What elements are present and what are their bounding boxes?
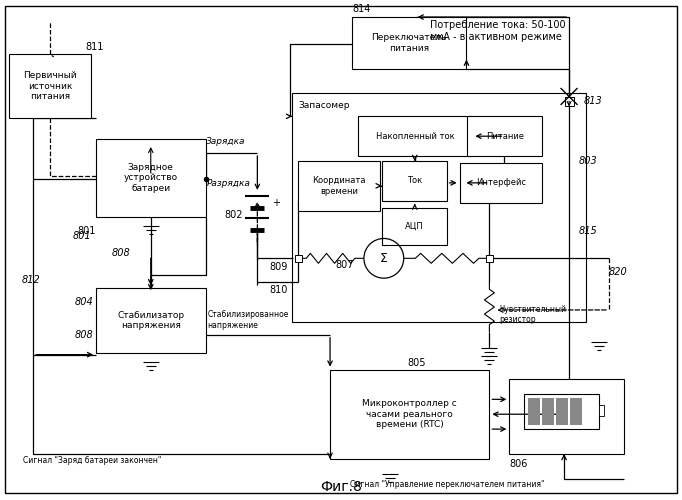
Text: Сигнал "Заряд батареи закончен": Сигнал "Заряд батареи закончен" <box>23 456 162 466</box>
Text: 807: 807 <box>335 260 353 270</box>
Text: Питание: Питание <box>486 132 524 140</box>
Bar <box>298 161 380 210</box>
Text: 805: 805 <box>408 358 426 368</box>
Text: 812: 812 <box>21 275 40 285</box>
Text: Чувствительный
резистор: Чувствительный резистор <box>499 305 566 324</box>
Text: Фиг.8: Фиг.8 <box>320 480 362 494</box>
Text: Σ: Σ <box>380 252 388 265</box>
Text: 808: 808 <box>112 248 131 258</box>
Text: Стабилизатор
напряжения: Стабилизатор напряжения <box>117 310 184 330</box>
Bar <box>10 54 91 118</box>
Bar <box>352 17 466 68</box>
Bar <box>96 288 205 352</box>
Text: 804: 804 <box>74 297 93 307</box>
Text: 802: 802 <box>224 210 242 220</box>
Text: Потребление тока: 50-100
мкА - в активном режиме: Потребление тока: 50-100 мкА - в активно… <box>430 20 565 42</box>
Bar <box>556 398 568 425</box>
Bar <box>295 255 301 262</box>
Bar <box>292 94 586 322</box>
Text: 806: 806 <box>509 459 528 469</box>
Text: 808: 808 <box>74 330 93 340</box>
Text: 801: 801 <box>72 230 91 240</box>
Text: Микроконтроллер с
часами реального
времени (RTC): Микроконтроллер с часами реального време… <box>362 400 457 429</box>
Bar <box>382 161 447 200</box>
Bar <box>599 406 604 416</box>
Text: 814: 814 <box>352 4 370 14</box>
Bar <box>96 139 205 216</box>
Text: Накопленный ток: Накопленный ток <box>376 132 455 140</box>
Text: 809: 809 <box>270 262 288 272</box>
Text: Ток: Ток <box>406 176 422 186</box>
Bar <box>542 398 554 425</box>
Bar <box>529 398 540 425</box>
Text: Переключатель
питания: Переключатель питания <box>372 33 447 52</box>
Text: 813: 813 <box>584 96 603 106</box>
Text: 810: 810 <box>270 285 288 295</box>
Text: Разрядка: Разрядка <box>207 179 250 188</box>
Text: 803: 803 <box>579 156 598 166</box>
Text: Сигнал "Управление переключателем питания": Сигнал "Управление переключателем питани… <box>350 480 544 488</box>
Bar <box>565 97 574 106</box>
Text: Зарядное
устройство
батареи: Зарядное устройство батареи <box>123 163 178 193</box>
Text: 820: 820 <box>609 267 627 277</box>
Text: Интерфейс: Интерфейс <box>476 178 526 188</box>
Bar <box>330 370 490 459</box>
Text: Запасомер: Запасомер <box>298 102 350 110</box>
Text: Стабилизированное
напряжение: Стабилизированное напряжение <box>207 310 289 330</box>
Bar <box>358 116 473 156</box>
Text: АЦП: АЦП <box>405 222 424 231</box>
Bar <box>486 255 493 262</box>
Bar <box>570 398 582 425</box>
Text: 801: 801 <box>78 226 96 235</box>
Text: Дисплей: Дисплей <box>546 412 587 421</box>
Bar <box>509 380 624 454</box>
Bar <box>460 163 542 202</box>
Text: 811: 811 <box>85 42 104 52</box>
Text: Первичный
источник
питания: Первичный источник питания <box>23 71 77 101</box>
Bar <box>382 208 447 246</box>
Text: 815: 815 <box>579 226 598 235</box>
Text: Координата
времени: Координата времени <box>312 176 366 196</box>
Bar <box>467 116 542 156</box>
Text: Зарядка: Зарядка <box>206 137 246 146</box>
Bar <box>524 394 599 429</box>
Text: +: + <box>272 198 280 208</box>
